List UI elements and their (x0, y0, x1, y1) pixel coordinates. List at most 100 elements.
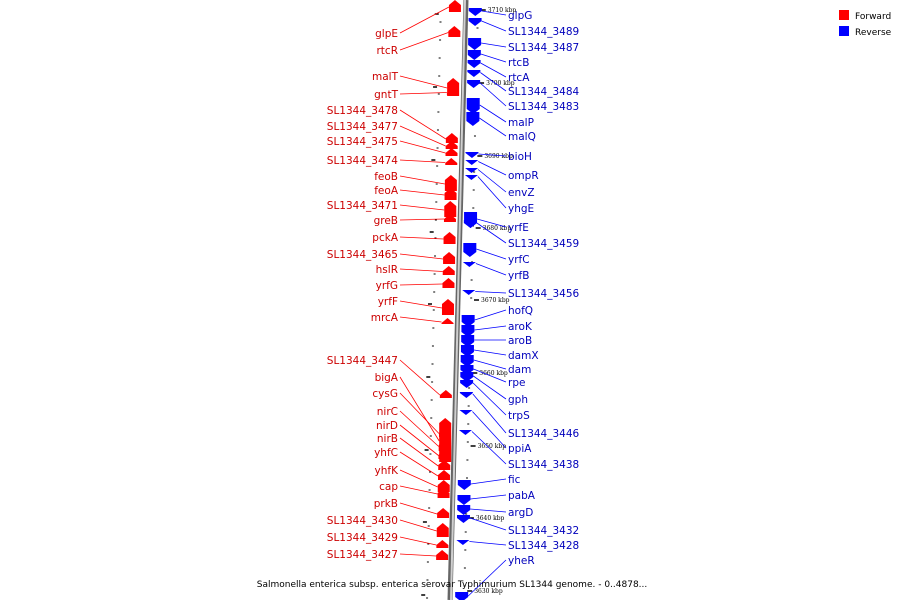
reverse-gene-label[interactable]: damX (508, 350, 539, 362)
reverse-gene-label[interactable]: rpe (508, 377, 525, 389)
forward-gene-label[interactable]: SL1344_3471 (327, 200, 398, 212)
forward-gene-label[interactable]: glpE (375, 28, 398, 40)
forward-gene-shape[interactable] (448, 0, 461, 12)
reverse-gene-shape[interactable] (465, 152, 479, 158)
reverse-gene-label[interactable]: trpS (508, 410, 530, 422)
forward-gene-shape[interactable] (445, 148, 458, 156)
forward-gene-label[interactable]: nirD (376, 420, 398, 432)
forward-gene-shape[interactable] (438, 460, 451, 470)
forward-gene-shape[interactable] (438, 428, 451, 437)
reverse-gene-shape[interactable] (466, 98, 480, 114)
forward-gene-shape[interactable] (436, 523, 449, 537)
reverse-gene-shape[interactable] (468, 8, 482, 16)
reverse-gene-label[interactable]: rtcA (508, 72, 530, 84)
forward-gene-shape[interactable] (442, 266, 455, 275)
reverse-gene-shape[interactable] (459, 392, 473, 398)
reverse-gene-shape[interactable] (464, 175, 478, 180)
reverse-gene-shape[interactable] (460, 372, 474, 382)
reverse-gene-label[interactable]: aroB (508, 335, 532, 347)
reverse-gene-shape[interactable] (457, 480, 471, 490)
forward-gene-shape[interactable] (439, 390, 452, 398)
forward-gene-label[interactable]: nirC (377, 406, 398, 418)
reverse-gene-label[interactable]: yhgE (508, 203, 534, 215)
reverse-gene-label[interactable]: pabA (508, 490, 536, 502)
forward-gene-label[interactable]: prkB (374, 498, 398, 510)
forward-gene-label[interactable]: SL1344_3447 (327, 355, 398, 367)
reverse-gene-label[interactable]: ompR (508, 170, 539, 182)
forward-gene-shape[interactable] (446, 88, 459, 95)
reverse-gene-shape[interactable] (466, 112, 480, 126)
forward-gene-label[interactable]: greB (374, 215, 398, 227)
forward-gene-shape[interactable] (443, 214, 456, 222)
forward-gene-shape[interactable] (441, 299, 454, 315)
reverse-gene-shape[interactable] (457, 505, 471, 515)
forward-gene-shape[interactable] (444, 175, 457, 191)
forward-gene-shape[interactable] (437, 480, 450, 492)
reverse-gene-label[interactable]: aroK (508, 321, 533, 333)
forward-gene-label[interactable]: SL1344_3429 (327, 532, 398, 544)
reverse-gene-shape[interactable] (458, 430, 472, 435)
reverse-gene-shape[interactable] (463, 220, 477, 228)
reverse-gene-label[interactable]: yrfC (508, 254, 530, 266)
reverse-gene-label[interactable]: ppiA (508, 443, 532, 455)
forward-gene-label[interactable]: nirB (377, 433, 398, 445)
reverse-gene-label[interactable]: SL1344_3489 (508, 26, 579, 38)
reverse-gene-label[interactable]: envZ (508, 187, 535, 199)
forward-gene-shape[interactable] (448, 26, 461, 37)
reverse-gene-shape[interactable] (460, 355, 474, 367)
forward-gene-label[interactable]: cysG (372, 388, 398, 400)
reverse-gene-shape[interactable] (462, 290, 476, 295)
reverse-gene-shape[interactable] (460, 380, 474, 388)
reverse-gene-label[interactable]: malQ (508, 131, 536, 143)
reverse-gene-label[interactable]: yheR (508, 555, 535, 567)
forward-gene-shape[interactable] (438, 450, 451, 459)
forward-gene-label[interactable]: yrfG (376, 280, 398, 292)
forward-gene-label[interactable]: SL1344_3430 (327, 515, 398, 527)
reverse-gene-label[interactable]: SL1344_3483 (508, 101, 579, 113)
forward-gene-label[interactable]: SL1344_3477 (327, 121, 398, 133)
forward-gene-label[interactable]: SL1344_3475 (327, 136, 398, 148)
forward-gene-shape[interactable] (436, 550, 449, 560)
forward-gene-label[interactable]: feoA (374, 185, 399, 197)
reverse-gene-shape[interactable] (463, 243, 477, 257)
reverse-gene-label[interactable]: SL1344_3446 (508, 428, 580, 440)
forward-gene-label[interactable]: yhfK (375, 465, 400, 477)
forward-gene-shape[interactable] (444, 201, 457, 217)
reverse-gene-label[interactable]: SL1344_3456 (508, 288, 580, 300)
reverse-gene-shape[interactable] (455, 592, 469, 600)
forward-gene-label[interactable]: mrcA (371, 312, 399, 324)
reverse-gene-label[interactable]: SL1344_3487 (508, 42, 579, 54)
forward-gene-label[interactable]: feoB (374, 171, 398, 183)
forward-gene-label[interactable]: cap (379, 481, 398, 493)
forward-gene-label[interactable]: hslR (376, 264, 398, 276)
reverse-gene-shape[interactable] (459, 410, 473, 415)
reverse-gene-label[interactable]: rtcB (508, 57, 529, 69)
reverse-gene-shape[interactable] (461, 315, 475, 327)
reverse-gene-label[interactable]: gph (508, 394, 528, 406)
reverse-gene-label[interactable]: SL1344_3432 (508, 525, 579, 537)
forward-gene-label[interactable]: SL1344_3427 (327, 549, 398, 561)
forward-gene-shape[interactable] (443, 232, 456, 244)
forward-gene-shape[interactable] (437, 488, 450, 498)
forward-gene-shape[interactable] (437, 470, 450, 480)
reverse-gene-shape[interactable] (467, 70, 481, 77)
reverse-gene-label[interactable]: argD (508, 507, 533, 519)
reverse-gene-label[interactable]: bioH (508, 151, 532, 163)
forward-gene-label[interactable]: SL1344_3474 (327, 155, 399, 167)
forward-gene-shape[interactable] (445, 133, 458, 143)
reverse-gene-shape[interactable] (467, 80, 481, 88)
forward-gene-shape[interactable] (445, 158, 458, 165)
forward-gene-shape[interactable] (445, 141, 458, 149)
forward-gene-shape[interactable] (438, 440, 451, 451)
forward-gene-shape[interactable] (442, 278, 455, 288)
forward-gene-label[interactable]: yrfF (378, 296, 398, 308)
reverse-gene-label[interactable]: dam (508, 364, 531, 376)
reverse-gene-label[interactable]: SL1344_3484 (508, 86, 580, 98)
reverse-gene-shape[interactable] (461, 325, 475, 337)
forward-gene-label[interactable]: yhfC (374, 447, 398, 459)
forward-gene-label[interactable]: gntT (374, 89, 398, 101)
forward-gene-label[interactable]: malT (372, 71, 399, 83)
reverse-gene-shape[interactable] (467, 60, 481, 68)
reverse-gene-shape[interactable] (456, 540, 470, 545)
reverse-gene-shape[interactable] (465, 168, 479, 173)
